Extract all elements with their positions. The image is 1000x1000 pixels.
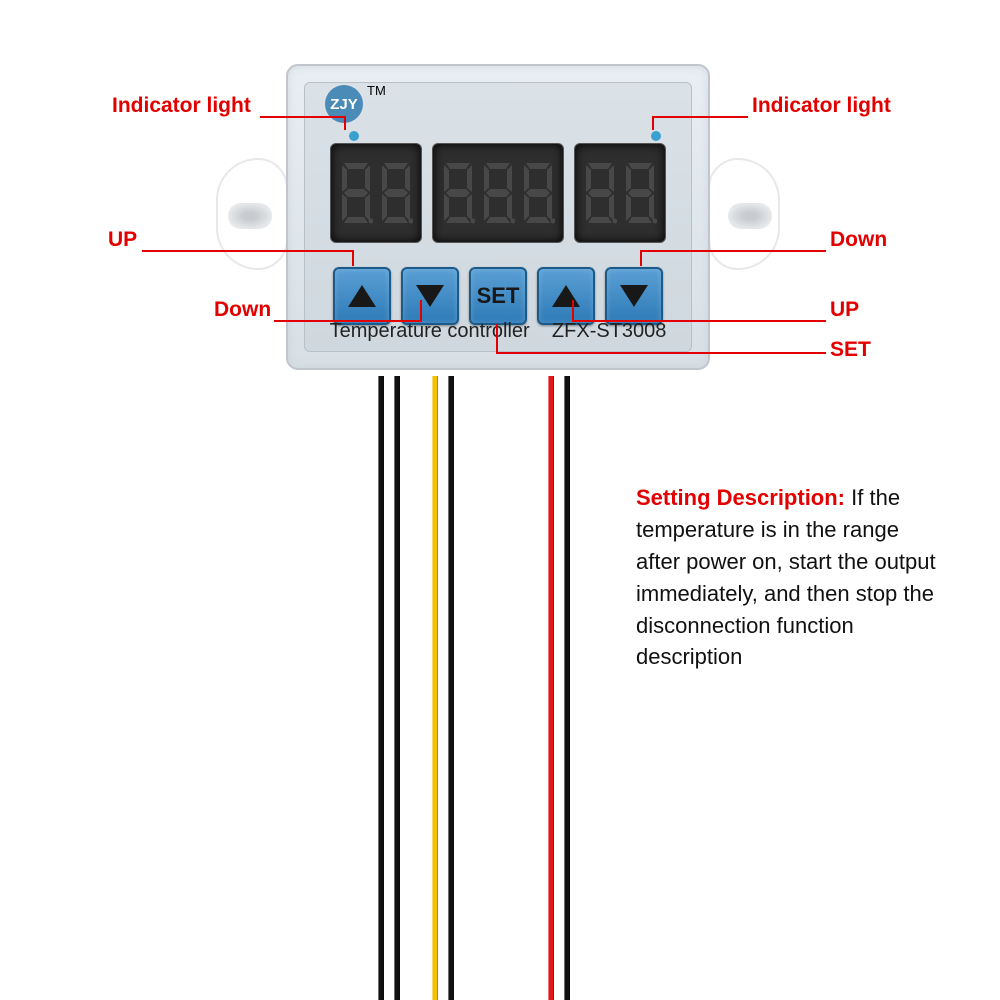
up-button[interactable] — [537, 267, 595, 325]
wire — [564, 376, 570, 1000]
digit — [379, 161, 413, 225]
leader-line — [142, 250, 354, 252]
wire — [548, 376, 554, 1000]
display — [330, 143, 422, 243]
up-button[interactable] — [333, 267, 391, 325]
wire — [394, 376, 400, 1000]
mount-ear-left — [216, 158, 288, 270]
wire — [378, 376, 384, 1000]
face-panel: ZJY TM — [304, 82, 692, 352]
indicator-led-right — [651, 131, 661, 141]
wire — [432, 376, 438, 1000]
leader-line — [640, 250, 826, 252]
wire — [448, 376, 454, 1000]
down-button[interactable] — [401, 267, 459, 325]
controller-body: ZJY TM — [286, 64, 710, 370]
callout-up-left: UP — [108, 228, 137, 252]
description-heading: Setting Description: — [636, 485, 845, 510]
callout-down-left: Down — [214, 298, 271, 322]
leader-line — [572, 320, 826, 322]
digit — [339, 161, 373, 225]
tm-text: TM — [367, 83, 386, 98]
digit — [521, 161, 555, 225]
leader-line — [274, 320, 422, 322]
device-label: Temperature controller ZFX-ST3008 — [305, 320, 691, 343]
leader-line — [496, 352, 826, 354]
description-box: Setting Description: If the temperature … — [636, 482, 946, 673]
description-body: If the temperature is in the range after… — [636, 485, 936, 669]
digit — [441, 161, 475, 225]
digit — [481, 161, 515, 225]
mount-hole — [728, 203, 772, 229]
device-label-text: Temperature controller — [330, 320, 530, 342]
display-row — [329, 143, 667, 243]
leader-line — [496, 324, 498, 354]
display — [574, 143, 666, 243]
leader-line — [652, 116, 654, 130]
callout-indicator-right: Indicator light — [752, 94, 891, 118]
leader-line — [344, 116, 346, 130]
callout-indicator-left: Indicator light — [112, 94, 251, 118]
leader-line — [420, 300, 422, 322]
digit — [623, 161, 657, 225]
callout-up-right: UP — [830, 298, 859, 322]
callout-set: SET — [830, 338, 871, 362]
leader-line — [640, 250, 642, 266]
indicator-led-left — [349, 131, 359, 141]
device-model: ZFX-ST3008 — [552, 320, 666, 342]
leader-line — [260, 116, 346, 118]
callout-down-right: Down — [830, 228, 887, 252]
set-button[interactable]: SET — [469, 267, 527, 325]
digit — [583, 161, 617, 225]
down-button[interactable] — [605, 267, 663, 325]
mount-ear-right — [708, 158, 780, 270]
leader-line — [352, 250, 354, 266]
mount-hole — [228, 203, 272, 229]
display — [432, 143, 564, 243]
leader-line — [572, 300, 574, 322]
leader-line — [654, 116, 748, 118]
